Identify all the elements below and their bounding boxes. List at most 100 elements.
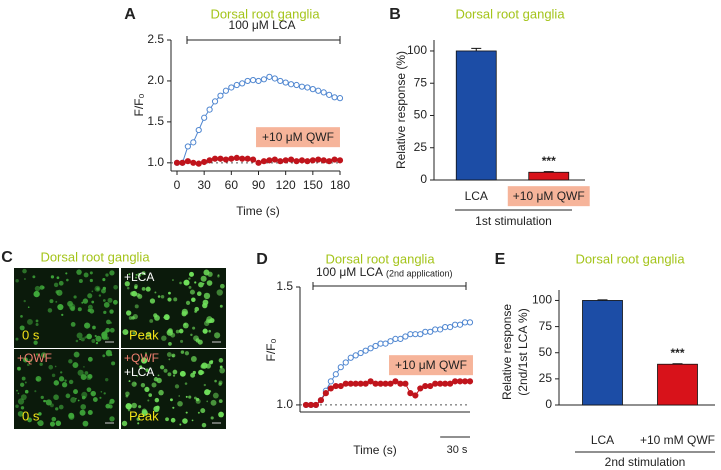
- cell: [190, 333, 193, 337]
- significance-label: ***: [542, 154, 556, 168]
- cell: [141, 271, 146, 276]
- data-point: [304, 158, 311, 165]
- cell: [126, 310, 132, 316]
- data-point: [357, 349, 364, 357]
- x-tick-label: 60: [225, 178, 239, 192]
- cell: [20, 406, 25, 410]
- data-point: [211, 98, 219, 105]
- cell: [219, 367, 225, 374]
- data-point: [427, 382, 434, 390]
- cell: [185, 300, 191, 306]
- data-point: [432, 326, 439, 333]
- cell: [134, 382, 137, 385]
- cell: [190, 356, 197, 362]
- cell: [47, 308, 53, 313]
- x-tick-label: LCA: [465, 189, 488, 203]
- panel-letter: D: [256, 251, 268, 268]
- cell: [91, 290, 94, 293]
- cell: [174, 384, 180, 389]
- cell: [216, 289, 223, 296]
- data-point: [326, 158, 333, 165]
- cell: [200, 275, 207, 282]
- data-point: [402, 380, 409, 387]
- data-point: [206, 106, 213, 113]
- data-point: [331, 94, 338, 101]
- cell: [191, 419, 194, 422]
- cell: [94, 334, 97, 338]
- cell: [34, 390, 37, 393]
- cell: [175, 329, 180, 334]
- data-point: [184, 143, 191, 150]
- x-tick-label: 120: [276, 178, 296, 192]
- data-point: [332, 371, 339, 378]
- micrograph: [14, 349, 119, 429]
- data-point: [466, 378, 474, 385]
- cell: [89, 278, 93, 283]
- panel-title: Dorsal root ganglia: [40, 249, 150, 264]
- data-point: [302, 401, 310, 409]
- y-tick-label: 50: [539, 345, 553, 359]
- data-point: [249, 77, 257, 84]
- cell: [80, 337, 85, 342]
- cell: [203, 383, 206, 387]
- data-point: [332, 382, 339, 390]
- cell: [168, 358, 171, 361]
- data-point: [377, 340, 384, 347]
- cell: [15, 337, 19, 341]
- cell: [121, 420, 128, 427]
- x-tick-label: 90: [252, 178, 266, 192]
- cell: [87, 304, 93, 310]
- data-point: [372, 342, 379, 350]
- series-label-background: [389, 355, 473, 376]
- cell: [140, 383, 146, 388]
- panel-letter: A: [124, 6, 136, 23]
- panel-letter: B: [389, 6, 401, 23]
- cell: [20, 315, 23, 318]
- cell: [33, 340, 38, 345]
- data-point: [407, 390, 414, 397]
- cell: [172, 406, 175, 409]
- cell: [72, 362, 79, 369]
- significance-label: ***: [670, 346, 684, 360]
- cell: [137, 293, 143, 299]
- cell: [103, 310, 107, 314]
- y-axis-label: F/F₀: [264, 338, 278, 361]
- x-tick-label: 180: [330, 178, 350, 192]
- data-point: [271, 75, 278, 82]
- data-point: [317, 397, 325, 404]
- cell: [134, 285, 138, 290]
- cell: [168, 342, 172, 346]
- cell: [84, 323, 89, 328]
- data-point: [222, 156, 229, 163]
- cell: [183, 279, 190, 286]
- cell: [157, 295, 161, 298]
- y-tick-label: 75: [539, 319, 553, 333]
- panel-letter: C: [1, 249, 13, 266]
- cell: [75, 397, 77, 400]
- group-label: 1st stimulation: [475, 214, 552, 228]
- cell: [193, 396, 197, 400]
- cell: [198, 369, 204, 376]
- cell: [188, 271, 194, 277]
- data-point: [357, 380, 364, 387]
- y-axis-label: F/F₀: [132, 93, 146, 116]
- cell: [184, 323, 187, 326]
- cell: [104, 330, 108, 334]
- data-point: [288, 81, 295, 88]
- data-point: [392, 378, 399, 385]
- x-tick-label: 0: [174, 178, 181, 192]
- cell: [140, 357, 148, 364]
- data-point: [352, 380, 359, 387]
- cell: [210, 399, 217, 406]
- cell: [94, 285, 101, 292]
- cell: [109, 270, 115, 276]
- cell: [35, 375, 42, 382]
- cell: [15, 279, 19, 283]
- cell: [160, 294, 165, 299]
- data-point: [437, 380, 444, 387]
- category-background: [507, 186, 590, 207]
- cell: [49, 299, 54, 304]
- data-point: [233, 154, 240, 161]
- data-point: [277, 158, 284, 165]
- series-label: +10 μM QWF: [262, 130, 334, 144]
